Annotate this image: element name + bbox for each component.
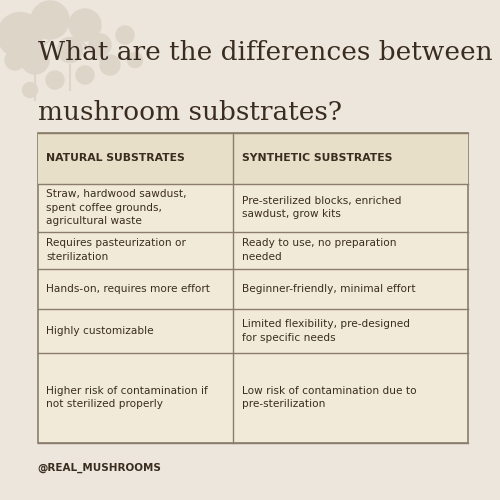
Text: mushroom substrates?: mushroom substrates? [38, 100, 342, 125]
Circle shape [128, 52, 142, 68]
Circle shape [116, 26, 134, 44]
Text: SYNTHETIC SUBSTRATES: SYNTHETIC SUBSTRATES [242, 153, 392, 163]
Circle shape [100, 55, 120, 75]
Circle shape [76, 66, 94, 84]
Text: @REAL_MUSHROOMS: @REAL_MUSHROOMS [38, 462, 162, 472]
Text: Limited flexibility, pre-designed
for specific needs: Limited flexibility, pre-designed for sp… [242, 319, 410, 342]
Circle shape [22, 82, 38, 98]
Circle shape [21, 46, 49, 74]
Text: Requires pasteurization or
sterilization: Requires pasteurization or sterilization [46, 238, 186, 262]
Text: Low risk of contamination due to
pre-sterilization: Low risk of contamination due to pre-ste… [242, 386, 417, 409]
Bar [38, 132, 468, 184]
Circle shape [58, 38, 82, 62]
Circle shape [0, 12, 42, 58]
Text: Beginner-friendly, minimal effort: Beginner-friendly, minimal effort [242, 284, 416, 294]
Text: NATURAL SUBSTRATES: NATURAL SUBSTRATES [46, 153, 185, 163]
Circle shape [46, 71, 64, 89]
Text: Straw, hardwood sawdust,
spent coffee grounds,
agricultural waste: Straw, hardwood sawdust, spent coffee gr… [46, 189, 187, 226]
Text: Hands-on, requires more effort: Hands-on, requires more effort [46, 284, 210, 294]
Circle shape [31, 1, 69, 39]
Text: Ready to use, no preparation
needed: Ready to use, no preparation needed [242, 238, 396, 262]
Text: Highly customizable: Highly customizable [46, 326, 154, 336]
Circle shape [89, 34, 111, 56]
Bar [38, 132, 468, 442]
Circle shape [5, 50, 25, 70]
Circle shape [69, 9, 101, 41]
Text: What are the differences between: What are the differences between [38, 40, 492, 65]
Text: Higher risk of contamination if
not sterilized properly: Higher risk of contamination if not ster… [46, 386, 208, 409]
Text: Pre-sterilized blocks, enriched
sawdust, grow kits: Pre-sterilized blocks, enriched sawdust,… [242, 196, 402, 220]
